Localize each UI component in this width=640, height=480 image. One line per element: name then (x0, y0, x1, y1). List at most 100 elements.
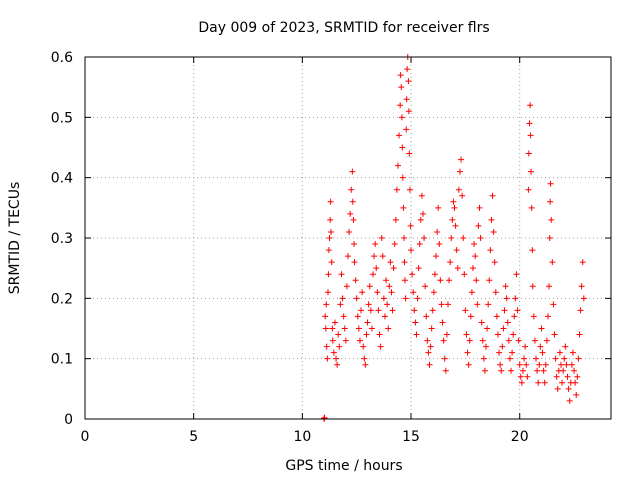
data-point (359, 289, 366, 296)
data-point (383, 277, 390, 284)
data-point (424, 337, 431, 344)
data-point (550, 301, 557, 308)
data-point (401, 277, 408, 284)
data-point (576, 331, 583, 338)
data-point (372, 241, 379, 248)
data-point (451, 204, 458, 211)
data-point (348, 186, 355, 193)
data-point (331, 319, 338, 326)
data-point (421, 235, 428, 241)
data-point (401, 259, 408, 266)
data-point (412, 319, 419, 326)
data-point (397, 72, 404, 79)
data-point (554, 385, 561, 392)
data-point (496, 349, 503, 356)
data-point (325, 289, 332, 296)
data-point (387, 259, 394, 266)
data-point (401, 235, 408, 241)
y-tick-label: 0.4 (51, 171, 73, 187)
data-point (533, 355, 540, 362)
data-point (564, 373, 571, 380)
data-point (426, 361, 433, 368)
data-point (479, 337, 486, 344)
data-point (333, 355, 340, 362)
data-point (474, 301, 481, 308)
data-point (388, 289, 395, 296)
data-point (402, 295, 409, 302)
data-point (353, 295, 360, 302)
data-point (529, 283, 536, 290)
data-point (362, 361, 369, 368)
data-point (504, 319, 511, 326)
data-point (416, 241, 423, 248)
data-point (411, 307, 418, 314)
data-point (509, 349, 516, 356)
data-point (448, 235, 455, 241)
data-point (377, 343, 384, 350)
data-point (487, 247, 494, 254)
data-point (345, 253, 351, 260)
data-point (436, 241, 443, 248)
data-point (369, 271, 376, 278)
y-tick-label: 0.5 (51, 110, 73, 126)
data-point (549, 259, 556, 266)
data-point (521, 355, 528, 362)
data-point (335, 331, 342, 338)
data-point (553, 373, 560, 380)
data-point (525, 186, 532, 193)
data-point (488, 216, 495, 223)
data-point (562, 343, 569, 350)
data-point (490, 228, 497, 235)
data-point (364, 319, 371, 326)
data-point (497, 361, 504, 368)
data-point (501, 307, 508, 314)
data-point (527, 132, 534, 139)
data-point (519, 367, 526, 374)
data-point (338, 271, 345, 278)
data-point (430, 289, 437, 296)
data-point (525, 150, 532, 157)
data-point (406, 186, 413, 193)
data-point (352, 277, 359, 284)
data-point (512, 295, 519, 302)
data-point (413, 331, 420, 338)
data-point (447, 259, 454, 266)
data-point (506, 355, 513, 362)
data-point (449, 216, 456, 223)
data-point (560, 367, 567, 374)
data-point (431, 271, 438, 278)
data-point (513, 271, 520, 278)
data-point (454, 265, 461, 272)
data-point (375, 307, 382, 314)
data-point (389, 307, 396, 314)
data-point (403, 126, 410, 133)
data-point (517, 373, 524, 380)
data-point (356, 337, 363, 344)
data-point (548, 216, 555, 223)
data-points (321, 54, 587, 422)
y-tick-label: 0.2 (51, 291, 73, 307)
data-point (529, 247, 536, 254)
data-point (485, 301, 492, 308)
data-point (467, 313, 474, 320)
data-point (354, 313, 361, 320)
data-point (455, 186, 462, 193)
data-point (405, 78, 412, 85)
data-point (384, 301, 391, 308)
x-tick-label: 20 (511, 429, 529, 445)
data-point (462, 307, 469, 314)
data-point (433, 253, 440, 260)
data-point (385, 325, 392, 332)
data-point (453, 247, 460, 254)
data-point (407, 222, 414, 229)
data-point (439, 319, 446, 326)
data-point (329, 325, 336, 332)
data-point (425, 349, 432, 356)
x-tick-label: 10 (293, 429, 311, 445)
data-point (390, 265, 397, 272)
data-point (429, 307, 436, 314)
data-point (414, 295, 421, 302)
data-point (502, 283, 509, 290)
data-point (329, 337, 336, 344)
data-point (568, 361, 575, 368)
